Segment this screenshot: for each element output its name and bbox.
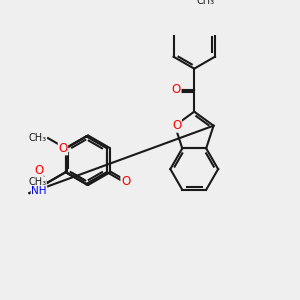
Text: O: O [34, 164, 43, 177]
Text: O: O [58, 142, 68, 155]
Text: CH₃: CH₃ [28, 177, 46, 187]
Text: NH: NH [31, 186, 47, 196]
Text: CH₃: CH₃ [28, 133, 46, 143]
Text: O: O [172, 119, 181, 132]
Text: O: O [172, 83, 181, 96]
Text: O: O [121, 175, 130, 188]
Text: CH₃: CH₃ [197, 0, 215, 6]
